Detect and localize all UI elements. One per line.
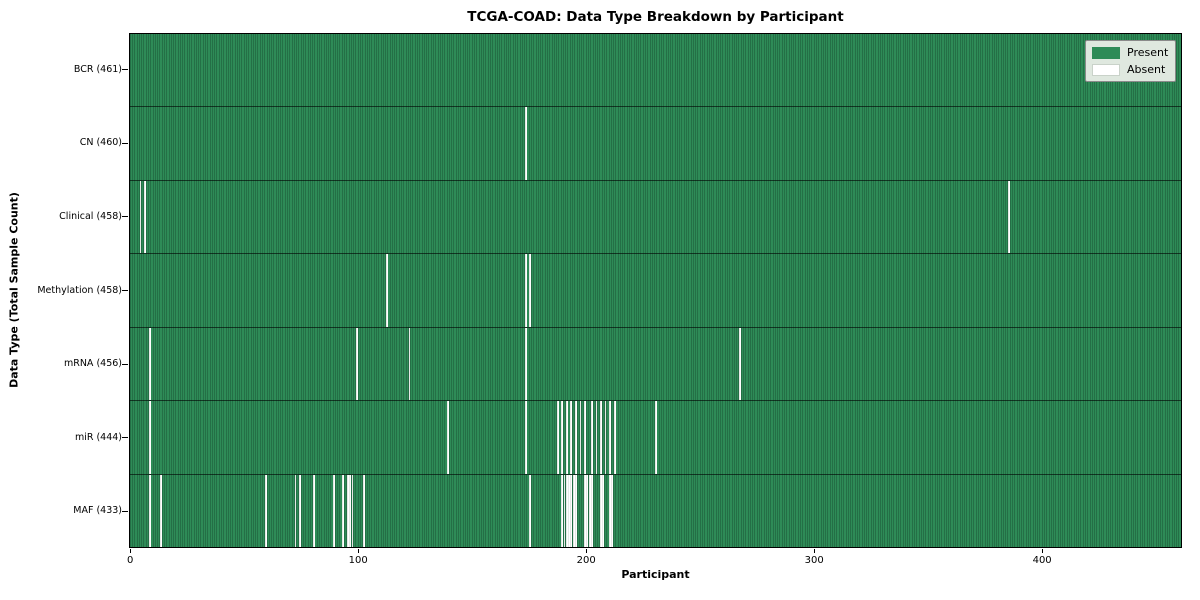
heatmap-row-Methylation [130, 254, 1181, 328]
y-tick-label: BCR (461) [73, 63, 122, 75]
absent-cell [575, 401, 577, 474]
absent-cell [570, 474, 573, 547]
absent-cell [385, 254, 388, 327]
absent-cell [408, 327, 411, 401]
y-tick-mark [122, 216, 128, 218]
absent-cell [595, 401, 598, 474]
y-tick-mark [122, 363, 128, 365]
y-tick-label: miR (444) [74, 431, 122, 443]
absent-cell [584, 474, 586, 547]
x-tick-label: 300 [804, 555, 824, 566]
absent-cell [586, 474, 589, 547]
absent-cell [565, 474, 568, 547]
absent-swatch-icon [1092, 63, 1120, 76]
x-tick-label: 0 [127, 555, 134, 566]
x-tick-mark [1042, 549, 1044, 553]
y-tick-mark [122, 69, 128, 71]
absent-cell [312, 474, 315, 547]
absent-cell [524, 254, 527, 327]
absent-cell [572, 474, 575, 547]
absent-cell [602, 474, 605, 547]
legend-entry-present: Present [1092, 46, 1168, 59]
absent-cell [561, 474, 564, 547]
absent-cell [609, 401, 612, 474]
absent-cell [739, 327, 741, 401]
absent-cell [351, 474, 354, 547]
absent-cell [264, 474, 267, 547]
absent-cell [575, 474, 577, 547]
absent-cell [561, 401, 564, 474]
heatmap-row-miR [130, 401, 1181, 475]
y-tick-label: mRNA (456) [63, 358, 122, 370]
plot-area [129, 33, 1182, 548]
heatmap-row-Clinical [130, 180, 1181, 255]
absent-cell [590, 474, 593, 547]
y-tick-mark [122, 142, 128, 144]
absent-cell [524, 107, 527, 180]
absent-cell [144, 180, 146, 254]
heatmap-row-MAF [130, 474, 1181, 547]
absent-cell [342, 474, 345, 547]
absent-cell [362, 474, 365, 547]
absent-cell [299, 474, 301, 547]
absent-cell [600, 401, 602, 474]
absent-cell [347, 474, 349, 547]
absent-cell [579, 401, 582, 474]
y-tick-label: Clinical (458) [59, 210, 122, 222]
absent-cell [584, 401, 586, 474]
absent-cell [570, 401, 573, 474]
absent-cell [294, 474, 297, 547]
present-swatch-icon [1092, 46, 1120, 59]
x-tick-mark [358, 549, 360, 553]
chart-title: TCGA-COAD: Data Type Breakdown by Partic… [467, 9, 844, 25]
absent-cell [565, 401, 568, 474]
x-axis-title: Participant [621, 568, 690, 581]
x-tick-mark [586, 549, 588, 553]
heatmap-row-mRNA [130, 327, 1181, 402]
x-tick-label: 200 [576, 555, 596, 566]
absent-cell [600, 474, 602, 547]
absent-cell [613, 401, 616, 474]
legend-entry-absent: Absent [1092, 63, 1168, 76]
absent-cell [356, 327, 358, 401]
y-tick-mark [122, 290, 128, 291]
heatmap-row-BCR [130, 34, 1181, 108]
absent-cell [563, 474, 566, 547]
x-tick-mark [130, 549, 132, 553]
absent-cell [160, 474, 162, 547]
absent-cell [604, 401, 607, 474]
absent-cell [349, 474, 352, 547]
absent-cell [524, 401, 527, 474]
absent-cell [611, 474, 614, 547]
heatmap-row-CN [130, 107, 1181, 181]
absent-cell [447, 401, 450, 474]
legend: Present Absent [1085, 40, 1176, 82]
absent-cell [148, 474, 151, 547]
y-tick-label: Methylation (458) [37, 284, 122, 296]
absent-cell [588, 474, 591, 547]
absent-cell [333, 474, 336, 547]
y-tick-mark [122, 510, 128, 512]
absent-cell [654, 401, 657, 474]
legend-label-absent: Absent [1127, 63, 1166, 76]
absent-cell [524, 327, 527, 401]
absent-cell [529, 474, 532, 547]
absent-cell [556, 401, 559, 474]
absent-cell [529, 254, 532, 327]
y-tick-label: CN (460) [79, 137, 122, 149]
x-tick-mark [814, 549, 816, 553]
absent-cell [609, 474, 612, 547]
absent-cell [568, 474, 570, 547]
absent-cell [139, 180, 142, 254]
y-tick-label: MAF (433) [73, 505, 122, 517]
legend-label-present: Present [1127, 46, 1169, 59]
x-tick-label: 100 [348, 555, 368, 566]
x-tick-label: 400 [1032, 555, 1052, 566]
absent-cell [590, 401, 593, 474]
y-tick-mark [122, 437, 128, 439]
absent-cell [148, 327, 151, 401]
absent-cell [1008, 180, 1010, 254]
absent-cell [148, 401, 151, 474]
